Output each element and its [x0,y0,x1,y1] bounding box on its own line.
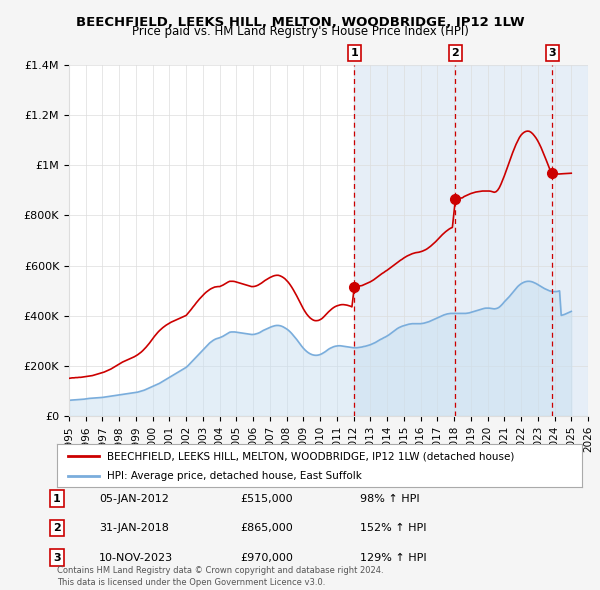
Text: £515,000: £515,000 [240,494,293,503]
Text: £970,000: £970,000 [240,553,293,562]
Text: 1: 1 [53,494,61,503]
Text: 98% ↑ HPI: 98% ↑ HPI [360,494,419,503]
Text: HPI: Average price, detached house, East Suffolk: HPI: Average price, detached house, East… [107,471,362,481]
Text: Contains HM Land Registry data © Crown copyright and database right 2024.
This d: Contains HM Land Registry data © Crown c… [57,566,383,587]
Text: 152% ↑ HPI: 152% ↑ HPI [360,523,427,533]
Text: BEECHFIELD, LEEKS HILL, MELTON, WOODBRIDGE, IP12 1LW (detached house): BEECHFIELD, LEEKS HILL, MELTON, WOODBRID… [107,451,514,461]
Text: BEECHFIELD, LEEKS HILL, MELTON, WOODBRIDGE, IP12 1LW: BEECHFIELD, LEEKS HILL, MELTON, WOODBRID… [76,16,524,29]
Text: Price paid vs. HM Land Registry's House Price Index (HPI): Price paid vs. HM Land Registry's House … [131,25,469,38]
Text: 2: 2 [53,523,61,533]
Text: 3: 3 [53,553,61,562]
Text: 05-JAN-2012: 05-JAN-2012 [99,494,169,503]
Text: 129% ↑ HPI: 129% ↑ HPI [360,553,427,562]
Text: 3: 3 [548,48,556,58]
Text: 10-NOV-2023: 10-NOV-2023 [99,553,173,562]
Bar [354,65,588,416]
Text: £865,000: £865,000 [240,523,293,533]
Text: 31-JAN-2018: 31-JAN-2018 [99,523,169,533]
Text: 2: 2 [452,48,459,58]
Text: 1: 1 [350,48,358,58]
